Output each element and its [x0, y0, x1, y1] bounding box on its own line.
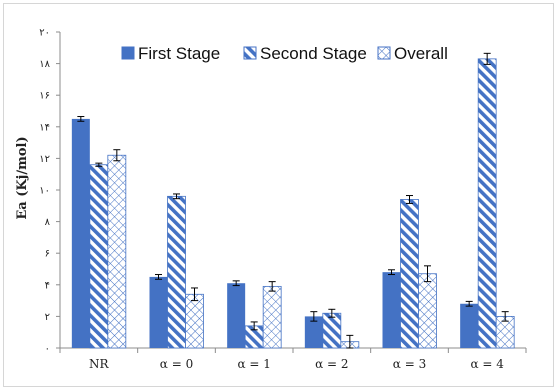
bar-crosshatch-2	[262, 285, 282, 349]
x-category-label: NR	[89, 357, 110, 371]
legend-label: Second Stage	[260, 44, 367, 63]
y-tick-label: ۱۴	[39, 122, 50, 133]
bar-diagonal-4	[400, 199, 419, 349]
x-category-label: α = 4	[470, 357, 504, 371]
y-tick-label: ۸	[45, 217, 51, 228]
bar-solid-4	[382, 272, 401, 348]
y-tick-label: ۱۰	[39, 186, 50, 197]
legend-swatch-solid	[121, 46, 135, 60]
legend-label: First Stage	[138, 44, 220, 63]
bar-diagonal-3	[322, 312, 342, 349]
legend-swatch-crosshatch	[377, 46, 391, 60]
bar-diagonal-5	[477, 58, 497, 349]
y-tick-label: ۱۶	[39, 91, 50, 102]
y-axis-label: Ea (Kj/mol)	[15, 136, 30, 219]
bar-crosshatch-0	[107, 154, 127, 349]
bar-solid-3	[304, 316, 323, 348]
bar-diagonal-0	[89, 164, 109, 349]
bar-solid-1	[149, 276, 168, 348]
x-category-label: α = 3	[393, 357, 426, 371]
bar-solid-0	[71, 118, 90, 349]
bar-solid-2	[227, 283, 246, 348]
y-tick-label: ۲۰	[39, 28, 50, 39]
bar-crosshatch-4	[418, 273, 437, 349]
legend-swatch-diagonal	[243, 46, 257, 60]
y-tick-label: ۶	[45, 249, 50, 260]
y-tick-label: ۲	[45, 312, 50, 323]
x-category-label: α = 1	[237, 357, 270, 371]
bar-solid-5	[460, 303, 479, 348]
y-tick-label: ۱۲	[39, 154, 50, 165]
x-category-label: α = 2	[315, 357, 348, 371]
x-category-label: α = 0	[160, 357, 193, 371]
y-tick-label: ۰	[45, 344, 50, 355]
legend-label: Overall	[394, 44, 448, 63]
y-tick-label: ۱۸	[39, 59, 50, 70]
bar-diagonal-1	[167, 195, 186, 349]
y-tick-label: ۴	[45, 280, 50, 291]
bar-crosshatch-1	[185, 293, 204, 349]
